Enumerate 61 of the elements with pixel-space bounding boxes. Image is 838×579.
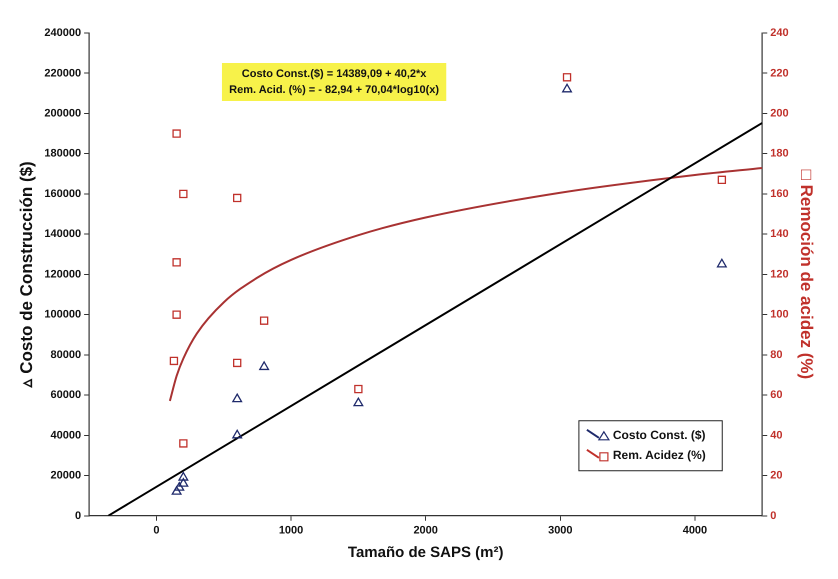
point (172, 486, 182, 495)
y-tick-label: 220000 (44, 67, 82, 80)
point (232, 393, 242, 402)
point (562, 84, 572, 92)
y-axis-title: ▵ Costo de Construcción ($) (16, 161, 36, 389)
y2-tick-label: 100 (770, 308, 789, 321)
y2-tick-label: 20 (770, 470, 782, 482)
y-tick-label: 200000 (44, 108, 82, 120)
point (260, 316, 268, 325)
point (354, 384, 363, 394)
y-tick-label: 180000 (44, 148, 82, 160)
y-tick-label: 20000 (50, 470, 82, 482)
point (233, 194, 242, 202)
y2-tick-label: 240 (770, 27, 789, 40)
point (172, 129, 181, 138)
y-tick-label: 60000 (50, 389, 82, 402)
y2-tick-label: 120 (770, 268, 789, 280)
point (178, 472, 188, 481)
point (562, 73, 572, 82)
point (179, 190, 188, 198)
point (716, 258, 727, 268)
point (718, 176, 726, 184)
legend-label: Costo Const. ($) (612, 428, 706, 442)
point (174, 482, 184, 491)
point (172, 310, 181, 319)
point (259, 361, 270, 370)
y2-axis-title: □ Remoción de acidez (%) (797, 170, 816, 380)
y2-tick-label: 80 (770, 348, 782, 361)
y-tick-label: 140000 (44, 228, 82, 240)
y2-tick-label: 180 (770, 148, 789, 160)
y-tick-label: 160000 (44, 188, 82, 200)
y2-tick-label: 0 (770, 510, 776, 522)
y2-tick-label: 60 (770, 389, 782, 402)
y-tick-label: 80000 (50, 348, 82, 361)
y-tick-label: 240000 (44, 27, 82, 40)
y2-tick-label: 40 (770, 429, 782, 442)
point (233, 358, 242, 368)
y2-tick-label: 160 (770, 188, 789, 200)
point (172, 258, 181, 267)
annotation: Rem. Acid. (%) = - 82,94 + 70,04*log10(x) (229, 84, 440, 96)
line-series (168, 166, 762, 402)
legend-label: Rem. Acidez (%) (612, 448, 706, 462)
point (170, 356, 178, 366)
point (232, 430, 242, 438)
y2-tick-label: 220 (770, 67, 789, 80)
point (353, 397, 364, 406)
x-axis-title: Tamaño de SAPS (m²) (348, 544, 504, 562)
y-tick-label: 0 (74, 510, 82, 522)
y-tick-label: 120000 (44, 268, 82, 280)
x-tick-label: 0 (153, 524, 160, 536)
x-tick-label: 2000 (413, 524, 438, 536)
y2-tick-label: 200 (770, 108, 789, 120)
annotation: Costo Const.($) = 14389,09 + 40,2*x (242, 68, 428, 80)
y-tick-label: 40000 (50, 429, 82, 442)
point (178, 478, 188, 487)
x-tick-label: 1000 (278, 524, 304, 536)
y2-tick-label: 140 (770, 228, 789, 240)
x-tick-label: 3000 (548, 524, 573, 536)
x-tick-label: 4000 (682, 524, 708, 536)
y-tick-label: 100000 (44, 308, 82, 321)
point (179, 439, 188, 448)
